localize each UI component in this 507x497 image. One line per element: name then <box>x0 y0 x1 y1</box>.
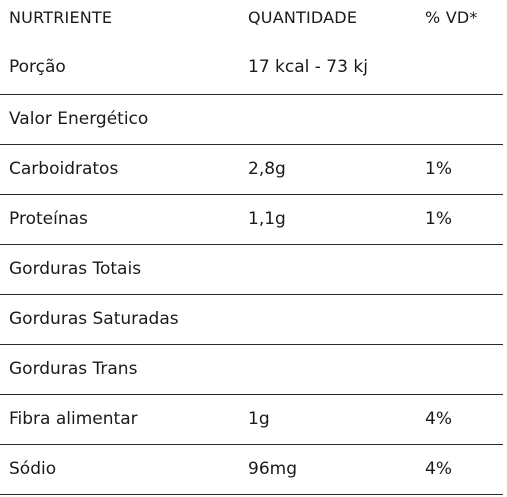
row-daily-value: 4% <box>425 409 452 429</box>
table-row: Porção 17 kcal - 73 kj <box>0 35 503 95</box>
header-daily-value: % VD* <box>425 8 478 27</box>
row-daily-value: 1% <box>425 209 452 229</box>
row-quantity: 1,1g <box>248 209 286 229</box>
row-nutrient: Sódio <box>9 459 57 479</box>
row-quantity: 96mg <box>248 459 297 479</box>
row-quantity: 17 kcal - 73 kj <box>248 57 368 77</box>
table-row: Proteínas 1,1g 1% <box>0 195 503 245</box>
table-header-row: NURTRIENTE QUANTIDADE % VD* <box>0 0 503 35</box>
row-nutrient: Gorduras Trans <box>9 359 138 379</box>
row-nutrient: Gorduras Saturadas <box>9 309 179 329</box>
row-nutrient: Carboidratos <box>9 159 119 179</box>
row-daily-value: 4% <box>425 459 452 479</box>
table-row: Gorduras Totais <box>0 245 503 295</box>
table-row: Gorduras Trans <box>0 345 503 395</box>
table-row: Valor Energético <box>0 95 503 145</box>
row-quantity: 2,8g <box>248 159 286 179</box>
header-quantity: QUANTIDADE <box>248 8 358 27</box>
header-nutrient: NURTRIENTE <box>9 8 113 27</box>
row-nutrient: Porção <box>9 57 66 77</box>
row-nutrient: Valor Energético <box>9 109 149 129</box>
table-row: Carboidratos 2,8g 1% <box>0 145 503 195</box>
row-quantity: 1g <box>248 409 270 429</box>
table-row: Sódio 96mg 4% <box>0 445 503 495</box>
row-nutrient: Fibra alimentar <box>9 409 138 429</box>
table-row: Fibra alimentar 1g 4% <box>0 395 503 445</box>
table-row: Gorduras Saturadas <box>0 295 503 345</box>
row-nutrient: Gorduras Totais <box>9 259 142 279</box>
row-nutrient: Proteínas <box>9 209 88 229</box>
row-daily-value: 1% <box>425 159 452 179</box>
